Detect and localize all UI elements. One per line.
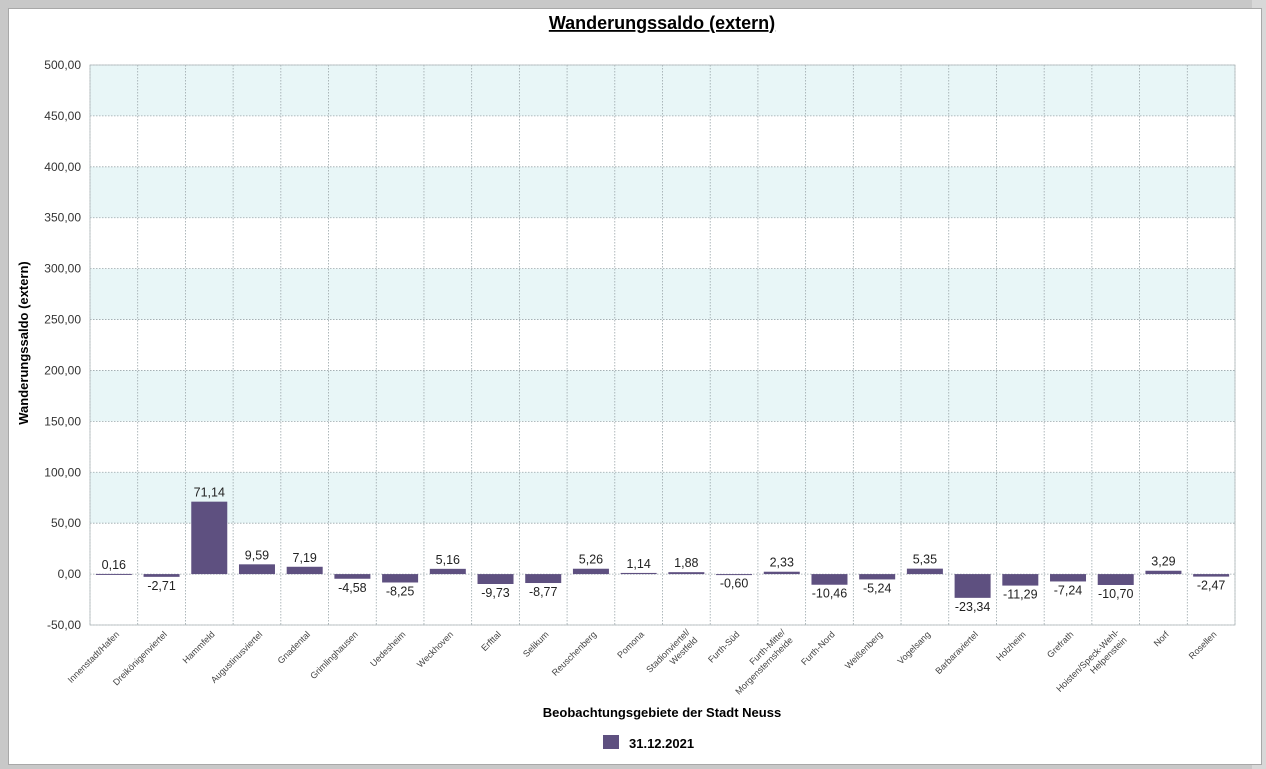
x-tick-label: Augustinusviertel — [209, 629, 265, 685]
bar — [1002, 574, 1039, 586]
y-tick-label: -50,00 — [47, 618, 81, 632]
bar — [859, 574, 896, 580]
y-tick-label: 500,00 — [44, 58, 81, 72]
bar — [1050, 574, 1087, 582]
data-label: -8,77 — [529, 585, 558, 599]
x-tick-label: Furth-Nord — [799, 629, 837, 667]
data-label: -8,25 — [386, 584, 415, 598]
bar — [143, 574, 180, 577]
x-tick-label: Dreikönigenviertel — [111, 629, 169, 687]
bar — [382, 574, 419, 583]
x-tick-label: Grefrath — [1045, 629, 1075, 659]
x-tick-label: Weißenberg — [843, 629, 885, 671]
legend-swatch — [603, 735, 619, 749]
x-tick-label: Uedesheim — [368, 629, 407, 668]
x-tick-label: Stadionviertel/Westfeld — [644, 627, 700, 683]
data-label: -0,60 — [720, 577, 749, 591]
data-label: 1,88 — [674, 556, 698, 570]
x-tick-label: Pomona — [615, 629, 646, 660]
y-tick-label: 200,00 — [44, 363, 81, 377]
x-tick-label: Gnadental — [276, 629, 312, 665]
x-tick-label: Grimlinghausen — [308, 629, 360, 681]
data-label: -23,34 — [955, 600, 990, 614]
bar — [477, 574, 514, 584]
x-tick-label: Rosellen — [1187, 629, 1219, 661]
bar — [191, 501, 228, 575]
bar — [525, 574, 562, 584]
x-tick-label: Norf — [1152, 629, 1171, 648]
plot-border — [89, 64, 1236, 626]
x-tick-label: Innenstadt/Hafen — [66, 629, 122, 685]
data-label: -9,73 — [481, 586, 510, 600]
data-labels: 0,16 -2,71 71,14 9,59 7,19 -4,58 -8,25 5,16 -9,7… — [102, 486, 1226, 614]
data-label: 7,19 — [293, 551, 317, 565]
y-tick-label: 350,00 — [44, 211, 81, 225]
bar — [811, 574, 848, 585]
y-tick-label: 250,00 — [44, 313, 81, 327]
data-label: 5,35 — [913, 553, 937, 567]
y-tick-label: 300,00 — [44, 262, 81, 276]
data-label: -7,24 — [1054, 583, 1083, 597]
y-tick-labels: 500,00 450,00 400,00 350,00 300,00 250,00 200,… — [44, 58, 81, 632]
data-label: 1,14 — [626, 557, 650, 571]
x-tick-label: Hammfeld — [181, 629, 217, 665]
bar — [95, 573, 132, 575]
bar — [954, 574, 991, 598]
y-tick-label: 0,00 — [58, 567, 82, 581]
bar — [906, 568, 943, 575]
data-label: -11,29 — [1003, 588, 1038, 602]
grid-lines — [89, 64, 1236, 626]
data-label: 9,59 — [245, 548, 269, 562]
y-tick-label: 400,00 — [44, 160, 81, 174]
y-axis-title: Wanderungssaldo (extern) — [16, 261, 31, 424]
bar — [334, 574, 371, 579]
data-label: -2,47 — [1197, 579, 1226, 593]
x-tick-label: Reuschenberg — [550, 629, 598, 677]
x-tick-label: Barbaraviertel — [933, 629, 980, 676]
bars — [95, 501, 1230, 598]
bar — [763, 571, 800, 575]
legend-label: 31.12.2021 — [629, 736, 694, 751]
data-label: -4,58 — [338, 581, 367, 595]
bar — [238, 564, 275, 575]
data-label: 2,33 — [770, 556, 794, 570]
bar — [572, 568, 609, 575]
chart-title: Wanderungssaldo (extern) — [549, 13, 775, 33]
data-label: -10,46 — [812, 587, 847, 601]
x-tick-label: Erfttal — [479, 629, 503, 653]
x-tick-label: Selikum — [521, 629, 551, 659]
bar — [1145, 570, 1182, 575]
bar — [668, 572, 705, 575]
x-axis-title: Beobachtungsgebiete der Stadt Neuss — [543, 705, 781, 720]
bar — [1097, 574, 1134, 585]
x-tick-label: Furth-Süd — [706, 629, 741, 664]
data-label: 5,26 — [579, 553, 603, 567]
y-tick-label: 50,00 — [51, 516, 81, 530]
data-label: -5,24 — [863, 581, 892, 595]
bar — [620, 572, 657, 575]
bar — [716, 574, 753, 576]
y-tick-label: 450,00 — [44, 109, 81, 123]
data-label: 3,29 — [1151, 555, 1175, 569]
x-tick-label: Vogelsang — [896, 629, 933, 666]
legend: 31.12.2021 — [603, 735, 694, 751]
data-label: -10,70 — [1098, 587, 1133, 601]
data-label: 71,14 — [194, 486, 225, 500]
y-tick-label: 100,00 — [44, 465, 81, 479]
data-label: -2,71 — [147, 579, 176, 593]
data-label: 0,16 — [102, 558, 126, 572]
y-tick-label: 150,00 — [44, 414, 81, 428]
bar — [286, 566, 323, 575]
x-tick-label: Weckhoven — [415, 629, 455, 669]
x-tick-label: Holzheim — [994, 629, 1028, 663]
bar — [429, 568, 466, 575]
bar — [1193, 574, 1230, 577]
data-label: 5,16 — [436, 553, 460, 567]
